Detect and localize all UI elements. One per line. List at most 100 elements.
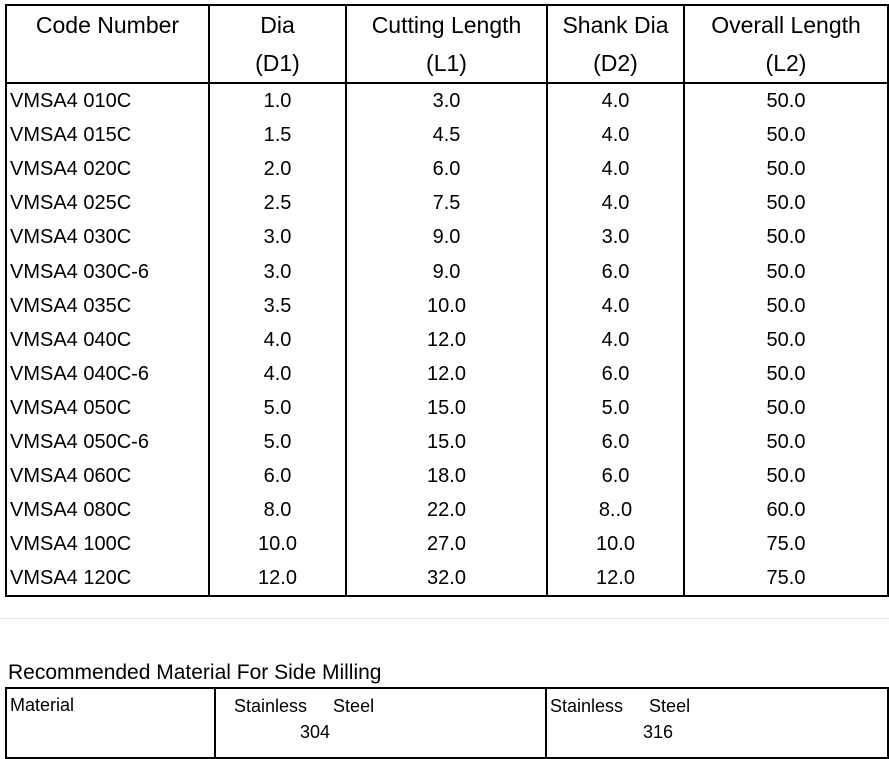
header-shank-dia: Shank Dia (D2) [546, 5, 685, 83]
cell-shank-dia: 4.0 [546, 322, 685, 357]
cell-dia: 2.5 [208, 186, 347, 221]
cell-cutting-length: 7.5 [345, 186, 548, 221]
material-grade: 316 [643, 722, 674, 742]
spec-row: VMSA4 050C-6 5.0 15.0 6.0 50.0 [5, 424, 889, 460]
cell-overall-length: 50.0 [683, 288, 889, 323]
cell-cutting-length: 4.5 [345, 118, 548, 153]
spec-row: VMSA4 100C 10.0 27.0 10.0 75.0 [5, 527, 889, 562]
cell-cutting-length: 15.0 [345, 390, 548, 425]
cell-shank-dia: 4.0 [546, 186, 685, 221]
cell-code-number: VMSA4 050C-6 [5, 424, 210, 460]
cell-code-number: VMSA4 035C [5, 288, 210, 323]
material-word-stainless: Stainless [550, 696, 624, 716]
cell-shank-dia: 8..0 [546, 493, 685, 528]
cell-cutting-length: 22.0 [345, 493, 548, 528]
spec-row: VMSA4 020C 2.0 6.0 4.0 50.0 [5, 152, 889, 187]
cell-shank-dia: 10.0 [546, 527, 685, 562]
material-label: Material [10, 695, 75, 715]
cell-dia: 5.0 [208, 424, 347, 460]
cell-overall-length: 50.0 [683, 118, 889, 153]
header-cutting-length: Cutting Length (L1) [345, 5, 548, 83]
cell-overall-length: 75.0 [683, 561, 889, 597]
material-word-steel: Steel [333, 696, 375, 716]
cell-cutting-length: 9.0 [345, 220, 548, 255]
cell-overall-length: 50.0 [683, 186, 889, 221]
cell-overall-length: 50.0 [683, 390, 889, 425]
spec-row: VMSA4 040C 4.0 12.0 4.0 50.0 [5, 322, 889, 357]
cell-shank-dia: 6.0 [546, 356, 685, 391]
cell-dia: 4.0 [208, 356, 347, 391]
cell-overall-length: 50.0 [683, 459, 889, 494]
cell-cutting-length: 3.0 [345, 83, 548, 119]
spec-row: VMSA4 030C-6 3.0 9.0 6.0 50.0 [5, 254, 889, 289]
cell-dia: 10.0 [208, 527, 347, 562]
cell-overall-length: 75.0 [683, 527, 889, 562]
material-word-steel: Steel [649, 696, 691, 716]
cell-code-number: VMSA4 030C-6 [5, 254, 210, 289]
cell-overall-length: 50.0 [683, 152, 889, 187]
cell-cutting-length: 32.0 [345, 561, 548, 597]
cell-code-number: VMSA4 050C [5, 390, 210, 425]
cell-dia: 6.0 [208, 459, 347, 494]
cell-code-number: VMSA4 030C [5, 220, 210, 255]
cell-code-number: VMSA4 025C [5, 186, 210, 221]
cell-code-number: VMSA4 100C [5, 527, 210, 562]
spec-row: VMSA4 030C 3.0 9.0 3.0 50.0 [5, 220, 889, 255]
cell-cutting-length: 12.0 [345, 322, 548, 357]
cell-dia: 12.0 [208, 561, 347, 597]
section-divider [0, 618, 889, 619]
cell-cutting-length: 12.0 [345, 356, 548, 391]
cell-dia: 3.0 [208, 220, 347, 255]
cell-dia: 1.5 [208, 118, 347, 153]
cell-dia: 5.0 [208, 390, 347, 425]
cell-code-number: VMSA4 040C-6 [5, 356, 210, 391]
cell-shank-dia: 4.0 [546, 118, 685, 153]
cell-shank-dia: 3.0 [546, 220, 685, 255]
cell-shank-dia: 6.0 [546, 424, 685, 460]
spec-table: Code Number Dia (D1) Cutting Length (L1) S… [5, 4, 889, 597]
cell-cutting-length: 27.0 [345, 527, 548, 562]
spec-row: VMSA4 035C 3.5 10.0 4.0 50.0 [5, 288, 889, 323]
cell-cutting-length: 6.0 [345, 152, 548, 187]
spec-row: VMSA4 025C 2.5 7.5 4.0 50.0 [5, 186, 889, 221]
cell-code-number: VMSA4 040C [5, 322, 210, 357]
spec-row: VMSA4 060C 6.0 18.0 6.0 50.0 [5, 459, 889, 494]
cell-shank-dia: 6.0 [546, 254, 685, 289]
cell-overall-length: 60.0 [683, 493, 889, 528]
header-overall-length: Overall Length (L2) [683, 5, 889, 83]
material-label-cell: Material [5, 688, 216, 758]
cell-dia: 1.0 [208, 83, 347, 119]
material-row: Material Stainless Steel 304 Stainless Ste… [5, 688, 889, 758]
cell-code-number: VMSA4 060C [5, 459, 210, 494]
cell-dia: 4.0 [208, 322, 347, 357]
cell-code-number: VMSA4 010C [5, 83, 210, 119]
cell-cutting-length: 15.0 [345, 424, 548, 460]
cell-dia: 3.0 [208, 254, 347, 289]
cell-dia: 2.0 [208, 152, 347, 187]
cell-overall-length: 50.0 [683, 424, 889, 460]
cell-cutting-length: 10.0 [345, 288, 548, 323]
cell-shank-dia: 4.0 [546, 288, 685, 323]
cell-shank-dia: 4.0 [546, 83, 685, 119]
cell-overall-length: 50.0 [683, 322, 889, 357]
cell-overall-length: 50.0 [683, 220, 889, 255]
spec-header-row: Code Number Dia (D1) Cutting Length (L1) S… [5, 5, 889, 83]
cell-dia: 8.0 [208, 493, 347, 528]
cell-code-number: VMSA4 120C [5, 561, 210, 597]
spec-row: VMSA4 015C 1.5 4.5 4.0 50.0 [5, 118, 889, 153]
cell-shank-dia: 12.0 [546, 561, 685, 597]
spec-row: VMSA4 040C-6 4.0 12.0 6.0 50.0 [5, 356, 889, 391]
cell-overall-length: 50.0 [683, 356, 889, 391]
cell-cutting-length: 9.0 [345, 254, 548, 289]
material-table: Material Stainless Steel 304 Stainless Ste… [5, 687, 889, 759]
cell-shank-dia: 5.0 [546, 390, 685, 425]
header-dia: Dia (D1) [208, 5, 347, 83]
cell-overall-length: 50.0 [683, 254, 889, 289]
cell-code-number: VMSA4 080C [5, 493, 210, 528]
material-option-316: Stainless Steel 316 [545, 688, 889, 758]
cell-dia: 3.5 [208, 288, 347, 323]
cell-cutting-length: 18.0 [345, 459, 548, 494]
material-section-title: Recommended Material For Side Milling [8, 661, 382, 684]
spec-row: VMSA4 080C 8.0 22.0 8..0 60.0 [5, 493, 889, 528]
cell-shank-dia: 6.0 [546, 459, 685, 494]
